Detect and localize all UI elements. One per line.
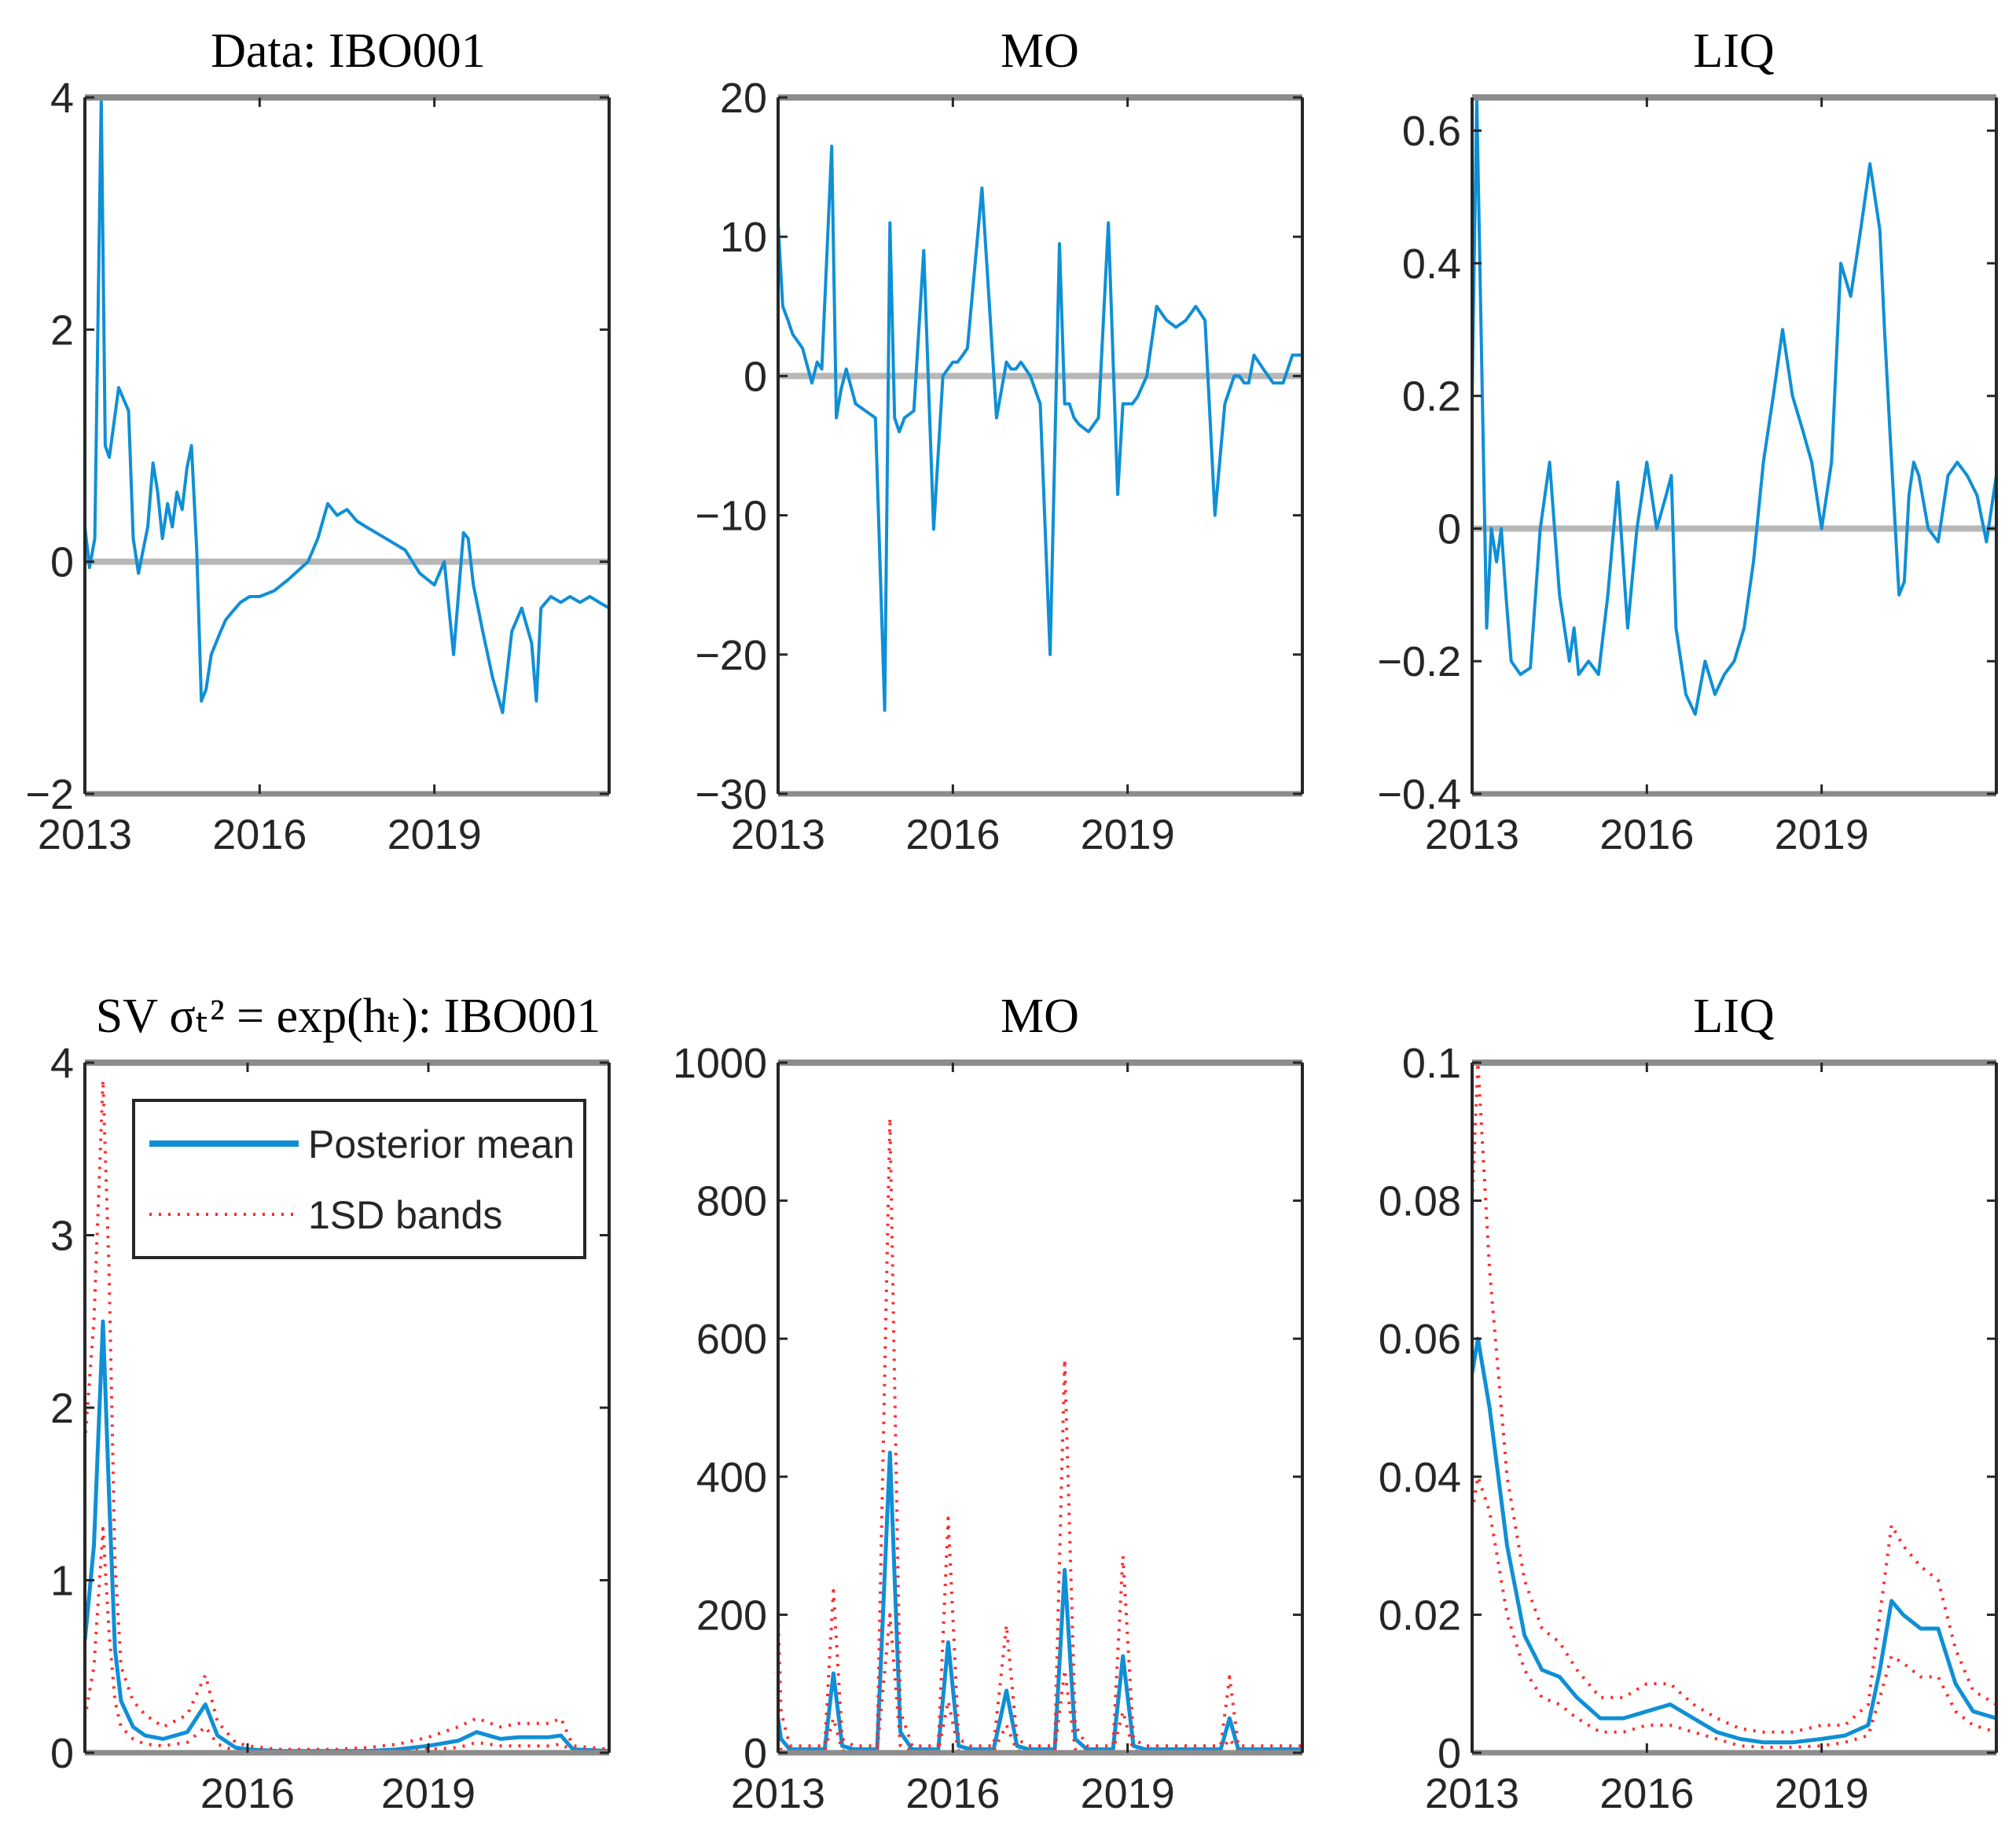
y-tick-label: 0	[50, 1730, 74, 1777]
panel-title: MO	[1001, 990, 1079, 1043]
y-tick-label: 1	[50, 1558, 74, 1605]
y-tick-label: −0.2	[1377, 638, 1461, 685]
panel-6: LIQ 0 0.02 0.04 0.06 0.08 0.1 2013 2016 2019	[1379, 990, 1998, 1817]
y-tick-label: 2	[50, 307, 74, 354]
x-tick-label: 2013	[731, 1770, 825, 1817]
y-tick-label: 0.4	[1402, 241, 1461, 288]
y-tick-label: 0	[744, 1730, 767, 1777]
y-tick-label: 10	[720, 214, 767, 261]
y-tick-label: 20	[720, 75, 767, 122]
x-tick-label: 2019	[1081, 811, 1175, 858]
y-tick-label: 0.1	[1402, 1040, 1461, 1087]
panel-1: Data: IBO001 −2 0 2 4 2013 2016 2019	[25, 24, 611, 858]
x-tick-label: 2016	[212, 811, 307, 858]
y-tick-label: −0.4	[1377, 771, 1461, 818]
y-tick-label: 0	[744, 353, 767, 400]
y-tick-label: 0	[50, 539, 74, 586]
series-group	[85, 97, 609, 714]
legend-box: Posterior mean 1SD bands	[132, 1099, 586, 1259]
series-line	[85, 97, 609, 714]
panel-2: MO −30 −20 −10 0 10 20 2013 2016 2019	[695, 24, 1304, 858]
x-tick-label: 2016	[1599, 811, 1694, 858]
panel-5: MO 0 200 400 600 800 1000 2013 2016 2019	[673, 990, 1304, 1817]
y-tick-label: −2	[25, 771, 74, 818]
y-tick-label: 400	[696, 1454, 767, 1501]
series-line	[778, 145, 1302, 712]
x-tick-label: 2016	[905, 1770, 1000, 1817]
band-upper-line	[778, 1116, 1302, 1748]
y-tick-label: 600	[696, 1316, 767, 1363]
x-tick-label: 2019	[381, 1770, 476, 1817]
x-tick-label: 2013	[1425, 811, 1519, 858]
series-group	[1472, 1063, 1996, 1749]
band-upper-line	[1472, 1063, 1996, 1734]
band-upper-line	[85, 1078, 609, 1751]
series-group	[778, 145, 1302, 712]
legend-mean-label: Posterior mean	[308, 1122, 575, 1166]
y-tick-label: 200	[696, 1592, 767, 1639]
panel-4: SV σₜ² = exp(hₜ): IBO001 0 1 2 3 4 2016 2019	[50, 990, 611, 1817]
series-group	[1472, 97, 1996, 716]
y-tick-label: 0.08	[1379, 1178, 1461, 1225]
y-tick-label: 0	[1438, 505, 1461, 553]
y-tick-label: 800	[696, 1178, 767, 1225]
series-line	[1472, 97, 1996, 716]
panel-title: LIQ	[1693, 990, 1774, 1043]
legend-band-label: 1SD bands	[308, 1193, 502, 1237]
panel-title: MO	[1001, 24, 1079, 78]
x-tick-label: 2019	[1775, 811, 1869, 858]
series-line	[778, 1450, 1302, 1752]
y-tick-label: −20	[695, 632, 767, 679]
legend-frame	[132, 1099, 586, 1259]
x-tick-label: 2019	[387, 811, 482, 858]
x-tick-label: 2016	[905, 811, 1000, 858]
y-tick-label: 4	[50, 75, 74, 122]
x-tick-label: 2016	[200, 1770, 295, 1817]
y-tick-label: 3	[50, 1213, 74, 1260]
panel-title: Data: IBO001	[211, 24, 486, 78]
y-tick-label: 4	[50, 1040, 74, 1087]
panel-3: LIQ −0.4 −0.2 0 0.2 0.4 0.6 2013 2016 2019	[1377, 24, 1998, 858]
y-tick-label: −30	[695, 771, 767, 818]
x-tick-label: 2016	[1599, 1770, 1694, 1817]
x-tick-label: 2013	[731, 811, 825, 858]
band-lower-line	[85, 1526, 609, 1753]
x-tick-label: 2013	[38, 811, 132, 858]
y-tick-label: 0.06	[1379, 1316, 1461, 1363]
x-tick-label: 2013	[1425, 1770, 1519, 1817]
y-tick-label: 0.6	[1402, 108, 1461, 155]
y-tick-label: 0.2	[1402, 373, 1461, 421]
y-tick-label: −10	[695, 493, 767, 540]
y-tick-label: 1000	[673, 1040, 767, 1087]
y-tick-label: 0.04	[1379, 1454, 1461, 1501]
y-tick-label: 0.02	[1379, 1592, 1461, 1639]
panel-title: SV σₜ² = exp(hₜ): IBO001	[96, 990, 601, 1043]
y-tick-label: 0	[1438, 1730, 1461, 1777]
panel-title: LIQ	[1693, 24, 1774, 78]
x-tick-label: 2019	[1081, 1770, 1175, 1817]
series-line	[1472, 1336, 1996, 1745]
x-tick-label: 2019	[1775, 1770, 1869, 1817]
y-tick-label: 2	[50, 1385, 74, 1432]
